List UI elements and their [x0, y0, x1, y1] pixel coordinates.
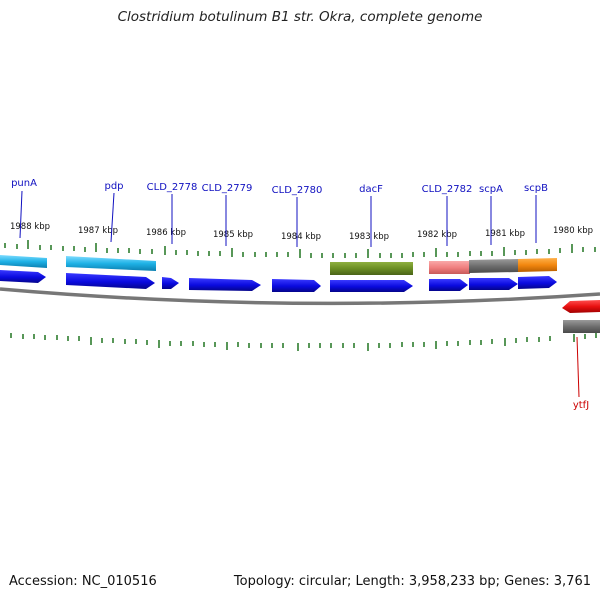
scale-labels: 1988 kbp 1987 kbp 1986 kbp 1985 kbp 1984…: [10, 222, 593, 242]
scale-label-1985: 1985 kbp: [213, 230, 253, 240]
gene-arrow-scpA: [469, 278, 518, 290]
scale-label-1987: 1987 kbp: [78, 226, 118, 236]
gene-label-CLD_2778: CLD_2778: [147, 182, 198, 193]
gene-label-CLD_2782: CLD_2782: [422, 184, 473, 195]
feature-gray-ytfJ: [563, 320, 600, 333]
genome-backbone: [0, 287, 600, 306]
gene-label-scpB: scpB: [524, 183, 548, 194]
gene-arrow-track: [0, 270, 557, 292]
gene-arrow-dacF: [330, 280, 413, 292]
gene-arrow-ytfJ: [562, 300, 600, 313]
gene-arrow-punA: [0, 270, 46, 283]
scale-label-1981: 1981 kbp: [485, 229, 525, 239]
reverse-strand-track: [562, 300, 600, 333]
feature-olive-dacF: [330, 262, 413, 275]
gene-arrow-CLD_2780: [272, 279, 321, 292]
scale-label-1982: 1982 kbp: [417, 230, 457, 240]
gene-leader-lines: [19, 190, 537, 247]
scale-label-1986: 1986 kbp: [146, 228, 186, 238]
genome-title: Clostridium botulinum B1 str. Okra, comp…: [117, 9, 483, 25]
gene-label-pdp: pdp: [104, 181, 123, 192]
gene-label-CLD_2780: CLD_2780: [272, 185, 323, 196]
gene-arrow-pdp: [66, 273, 155, 289]
scale-label-1988: 1988 kbp: [10, 222, 50, 232]
gene-label-scpA: scpA: [479, 184, 503, 195]
inner-tick-ruler: [10, 333, 597, 351]
scale-label-1980: 1980 kbp: [553, 226, 593, 236]
gene-arrow-CLD_2779: [189, 278, 261, 291]
gene-arrow-scpB: [518, 276, 557, 289]
gene-label-dacF: dacF: [359, 184, 383, 195]
feature-track: [0, 255, 557, 275]
gene-label-ytfJ: ytfJ: [573, 400, 589, 411]
feature-cyan-2: [66, 256, 156, 271]
gene-arrow-CLD_2782: [429, 279, 468, 291]
feature-cyan-1: [0, 255, 47, 268]
gene-label-punA: punA: [11, 178, 37, 189]
gene-label-CLD_2779: CLD_2779: [202, 183, 253, 194]
accession-text: Accession: NC_010516: [9, 574, 157, 589]
gene-leader-ytfJ: [576, 336, 580, 398]
outer-tick-ruler: [4, 240, 596, 258]
scale-label-1983: 1983 kbp: [349, 232, 389, 242]
gene-labels: punA pdp CLD_2778 CLD_2779 CLD_2780 dacF…: [11, 178, 548, 196]
scale-label-1984: 1984 kbp: [281, 232, 321, 242]
feature-orange-scpB: [518, 258, 557, 272]
topology-summary: Topology: circular; Length: 3,958,233 bp…: [233, 574, 591, 589]
feature-pink-CLD_2782: [429, 261, 470, 274]
gene-arrow-CLD_2778: [162, 277, 179, 289]
feature-gray-scpA: [469, 259, 518, 273]
